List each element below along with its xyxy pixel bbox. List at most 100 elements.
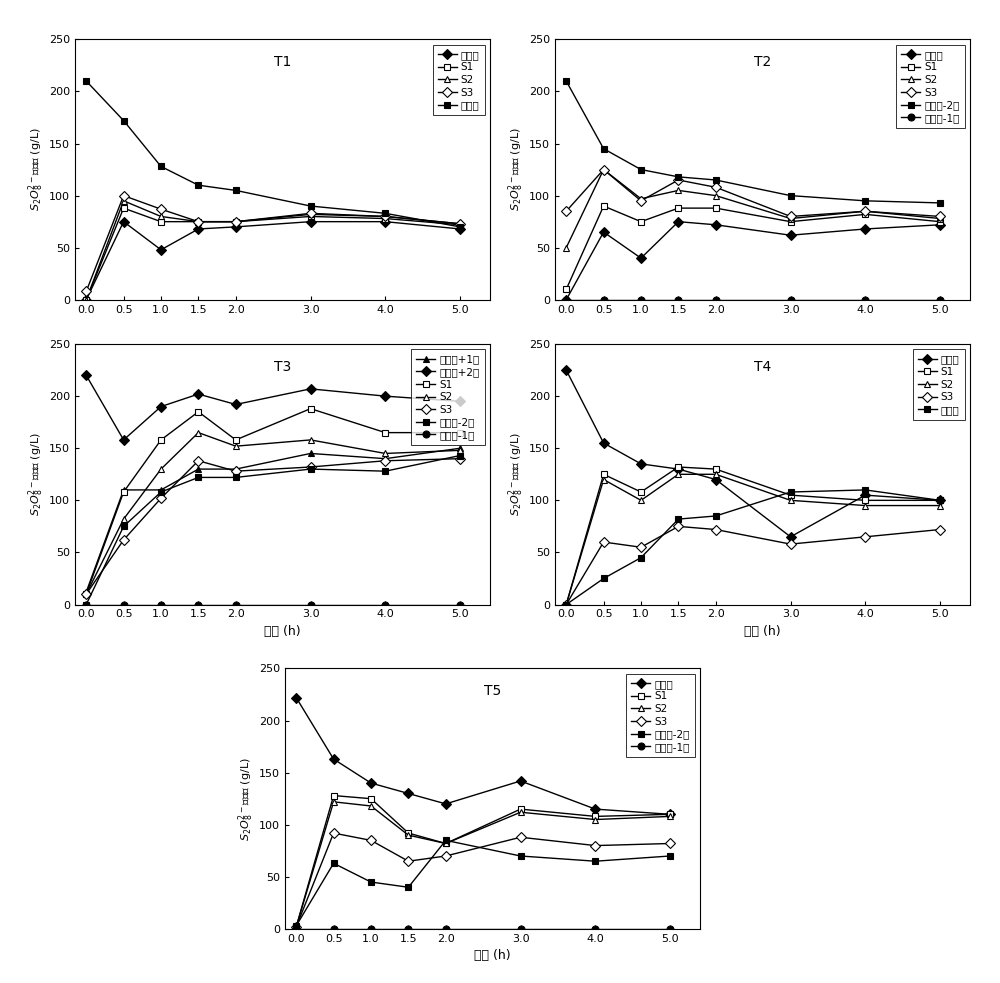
Line: S3: S3 — [563, 166, 944, 220]
Line: S2: S2 — [563, 471, 944, 608]
S1 — [785, 490, 797, 501]
Line: S3: S3 — [83, 455, 464, 598]
阴极池-1区 — [589, 923, 601, 935]
S2 — [192, 427, 204, 438]
溶液池-2区 — [402, 882, 414, 894]
阳极池 — [672, 463, 684, 475]
阳极池 — [192, 223, 204, 235]
S1 — [402, 827, 414, 838]
阴极池 — [379, 207, 391, 219]
阳极池 — [454, 223, 466, 235]
S1 — [155, 434, 167, 446]
S1 — [305, 403, 317, 415]
Text: T5: T5 — [484, 684, 501, 698]
S2 — [598, 474, 610, 486]
S2 — [785, 494, 797, 506]
S2 — [305, 208, 317, 220]
S3 — [934, 524, 946, 536]
S3 — [365, 835, 377, 846]
阴极池-1区 — [672, 294, 684, 306]
S1 — [328, 789, 340, 801]
S2 — [305, 434, 317, 446]
Y-axis label: $S_2O_8^{2-}$的浓度 (g/L): $S_2O_8^{2-}$的浓度 (g/L) — [27, 433, 46, 516]
Line: 阴极池: 阴极池 — [83, 78, 464, 230]
S3 — [80, 588, 92, 600]
Line: S3: S3 — [83, 192, 464, 295]
S2 — [859, 205, 871, 217]
S2 — [710, 190, 722, 202]
阴极池-1区 — [80, 599, 92, 610]
S2 — [672, 469, 684, 481]
溶液池-2区 — [290, 920, 302, 932]
阳极池 — [402, 787, 414, 799]
Line: S2: S2 — [83, 198, 464, 304]
S1 — [589, 811, 601, 823]
溶液池+2区 — [305, 383, 317, 395]
S2 — [785, 212, 797, 224]
S3 — [454, 218, 466, 230]
阳极池 — [290, 692, 302, 704]
溶液池-2区 — [589, 855, 601, 867]
S1 — [155, 216, 167, 228]
S1 — [192, 406, 204, 418]
阴极池-1区 — [598, 294, 610, 306]
阴极池 — [859, 484, 871, 495]
阳极池 — [155, 244, 167, 256]
阴极池 — [710, 510, 722, 522]
S2 — [118, 513, 130, 525]
S3 — [560, 205, 572, 217]
S3 — [305, 461, 317, 473]
S2 — [589, 814, 601, 826]
S3 — [635, 542, 647, 553]
S3 — [589, 839, 601, 851]
S1 — [365, 792, 377, 804]
S2 — [155, 463, 167, 475]
阴极池 — [598, 572, 610, 584]
Legend: 阳极池, S1, S2, S3, 溶液池-2区, 阴极池-1区: 阳极池, S1, S2, S3, 溶液池-2区, 阴极池-1区 — [626, 673, 695, 757]
溶液池-2区 — [672, 171, 684, 183]
阴极池-1区 — [454, 599, 466, 610]
S2 — [379, 210, 391, 222]
溶液池-2区 — [118, 521, 130, 533]
S3 — [785, 539, 797, 550]
S1 — [440, 838, 452, 849]
Line: 溶液池-2区: 溶液池-2区 — [293, 837, 674, 929]
S3 — [379, 210, 391, 222]
阴极池-1区 — [192, 599, 204, 610]
S3 — [710, 524, 722, 536]
S2 — [192, 216, 204, 228]
S2 — [664, 811, 676, 823]
Text: T3: T3 — [274, 360, 291, 374]
阴极池 — [635, 551, 647, 563]
S1 — [785, 216, 797, 228]
阳极池 — [672, 216, 684, 228]
阳极池 — [635, 253, 647, 264]
阴极池 — [454, 221, 466, 233]
S1 — [560, 283, 572, 295]
阳极池 — [515, 775, 527, 786]
S2 — [635, 193, 647, 204]
阳极池 — [598, 226, 610, 238]
阳极池+1区 — [454, 442, 466, 454]
溶液池-2区 — [192, 472, 204, 484]
S3 — [230, 465, 242, 477]
溶液池-2区 — [785, 190, 797, 202]
阴极池-1区 — [230, 599, 242, 610]
S1 — [710, 202, 722, 214]
Line: 阴极池: 阴极池 — [563, 487, 944, 608]
S1 — [454, 427, 466, 438]
S2 — [934, 499, 946, 511]
S2 — [515, 806, 527, 818]
S3 — [560, 599, 572, 610]
Y-axis label: $S_2O_8^{2-}$的浓度 (g/L): $S_2O_8^{2-}$的浓度 (g/L) — [507, 433, 526, 516]
Line: S1: S1 — [83, 405, 464, 598]
阴极池 — [192, 179, 204, 191]
S2 — [859, 499, 871, 511]
阴极池 — [672, 513, 684, 525]
S3 — [379, 455, 391, 467]
S1 — [379, 427, 391, 438]
S2 — [365, 800, 377, 812]
溶液池-2区 — [664, 850, 676, 862]
Line: 溶液池+2区: 溶液池+2区 — [83, 372, 464, 443]
S3 — [305, 207, 317, 219]
